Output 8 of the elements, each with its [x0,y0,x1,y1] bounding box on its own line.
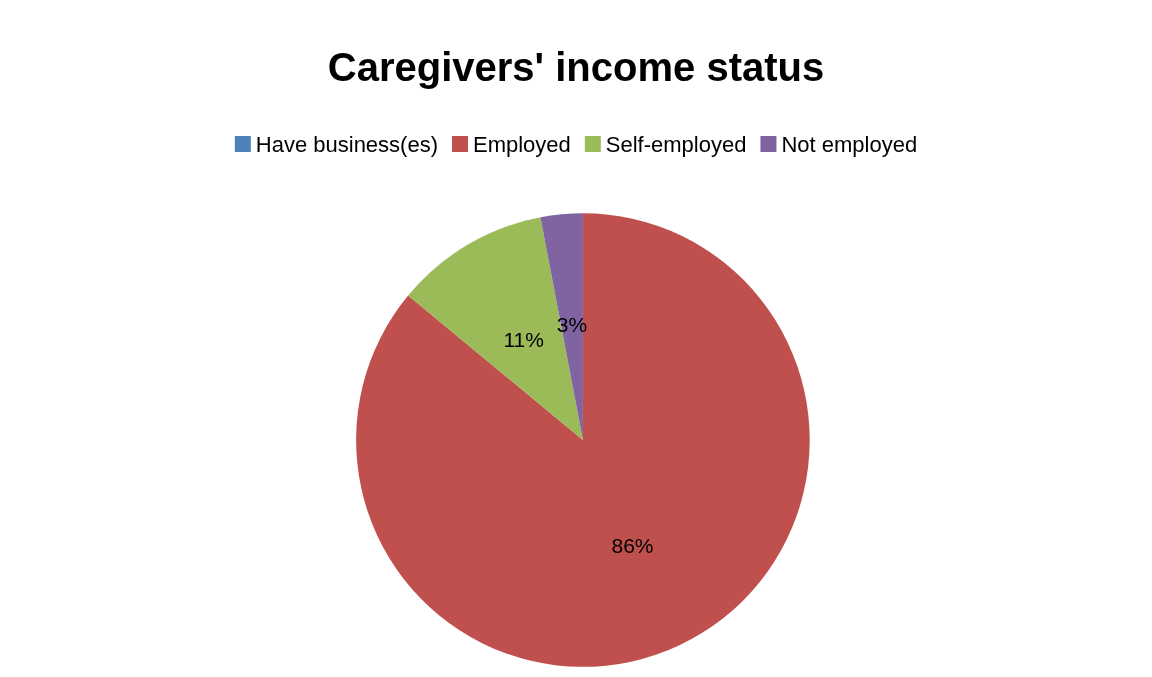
data-label: 11% [503,328,544,352]
legend-label: Employed [473,131,571,157]
legend-label: Have business(es) [255,131,438,157]
data-label: 3% [556,312,588,336]
data-label: 86% [611,533,654,557]
legend-label: Not employed [781,131,918,157]
chart-title: Caregivers' income status [327,45,825,89]
legend-label: Self-employed [605,131,747,157]
